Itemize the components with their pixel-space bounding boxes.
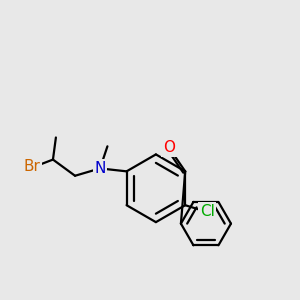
Text: Cl: Cl (200, 204, 215, 219)
Text: N: N (94, 161, 106, 176)
Text: O: O (163, 140, 175, 155)
Text: Br: Br (24, 159, 41, 174)
